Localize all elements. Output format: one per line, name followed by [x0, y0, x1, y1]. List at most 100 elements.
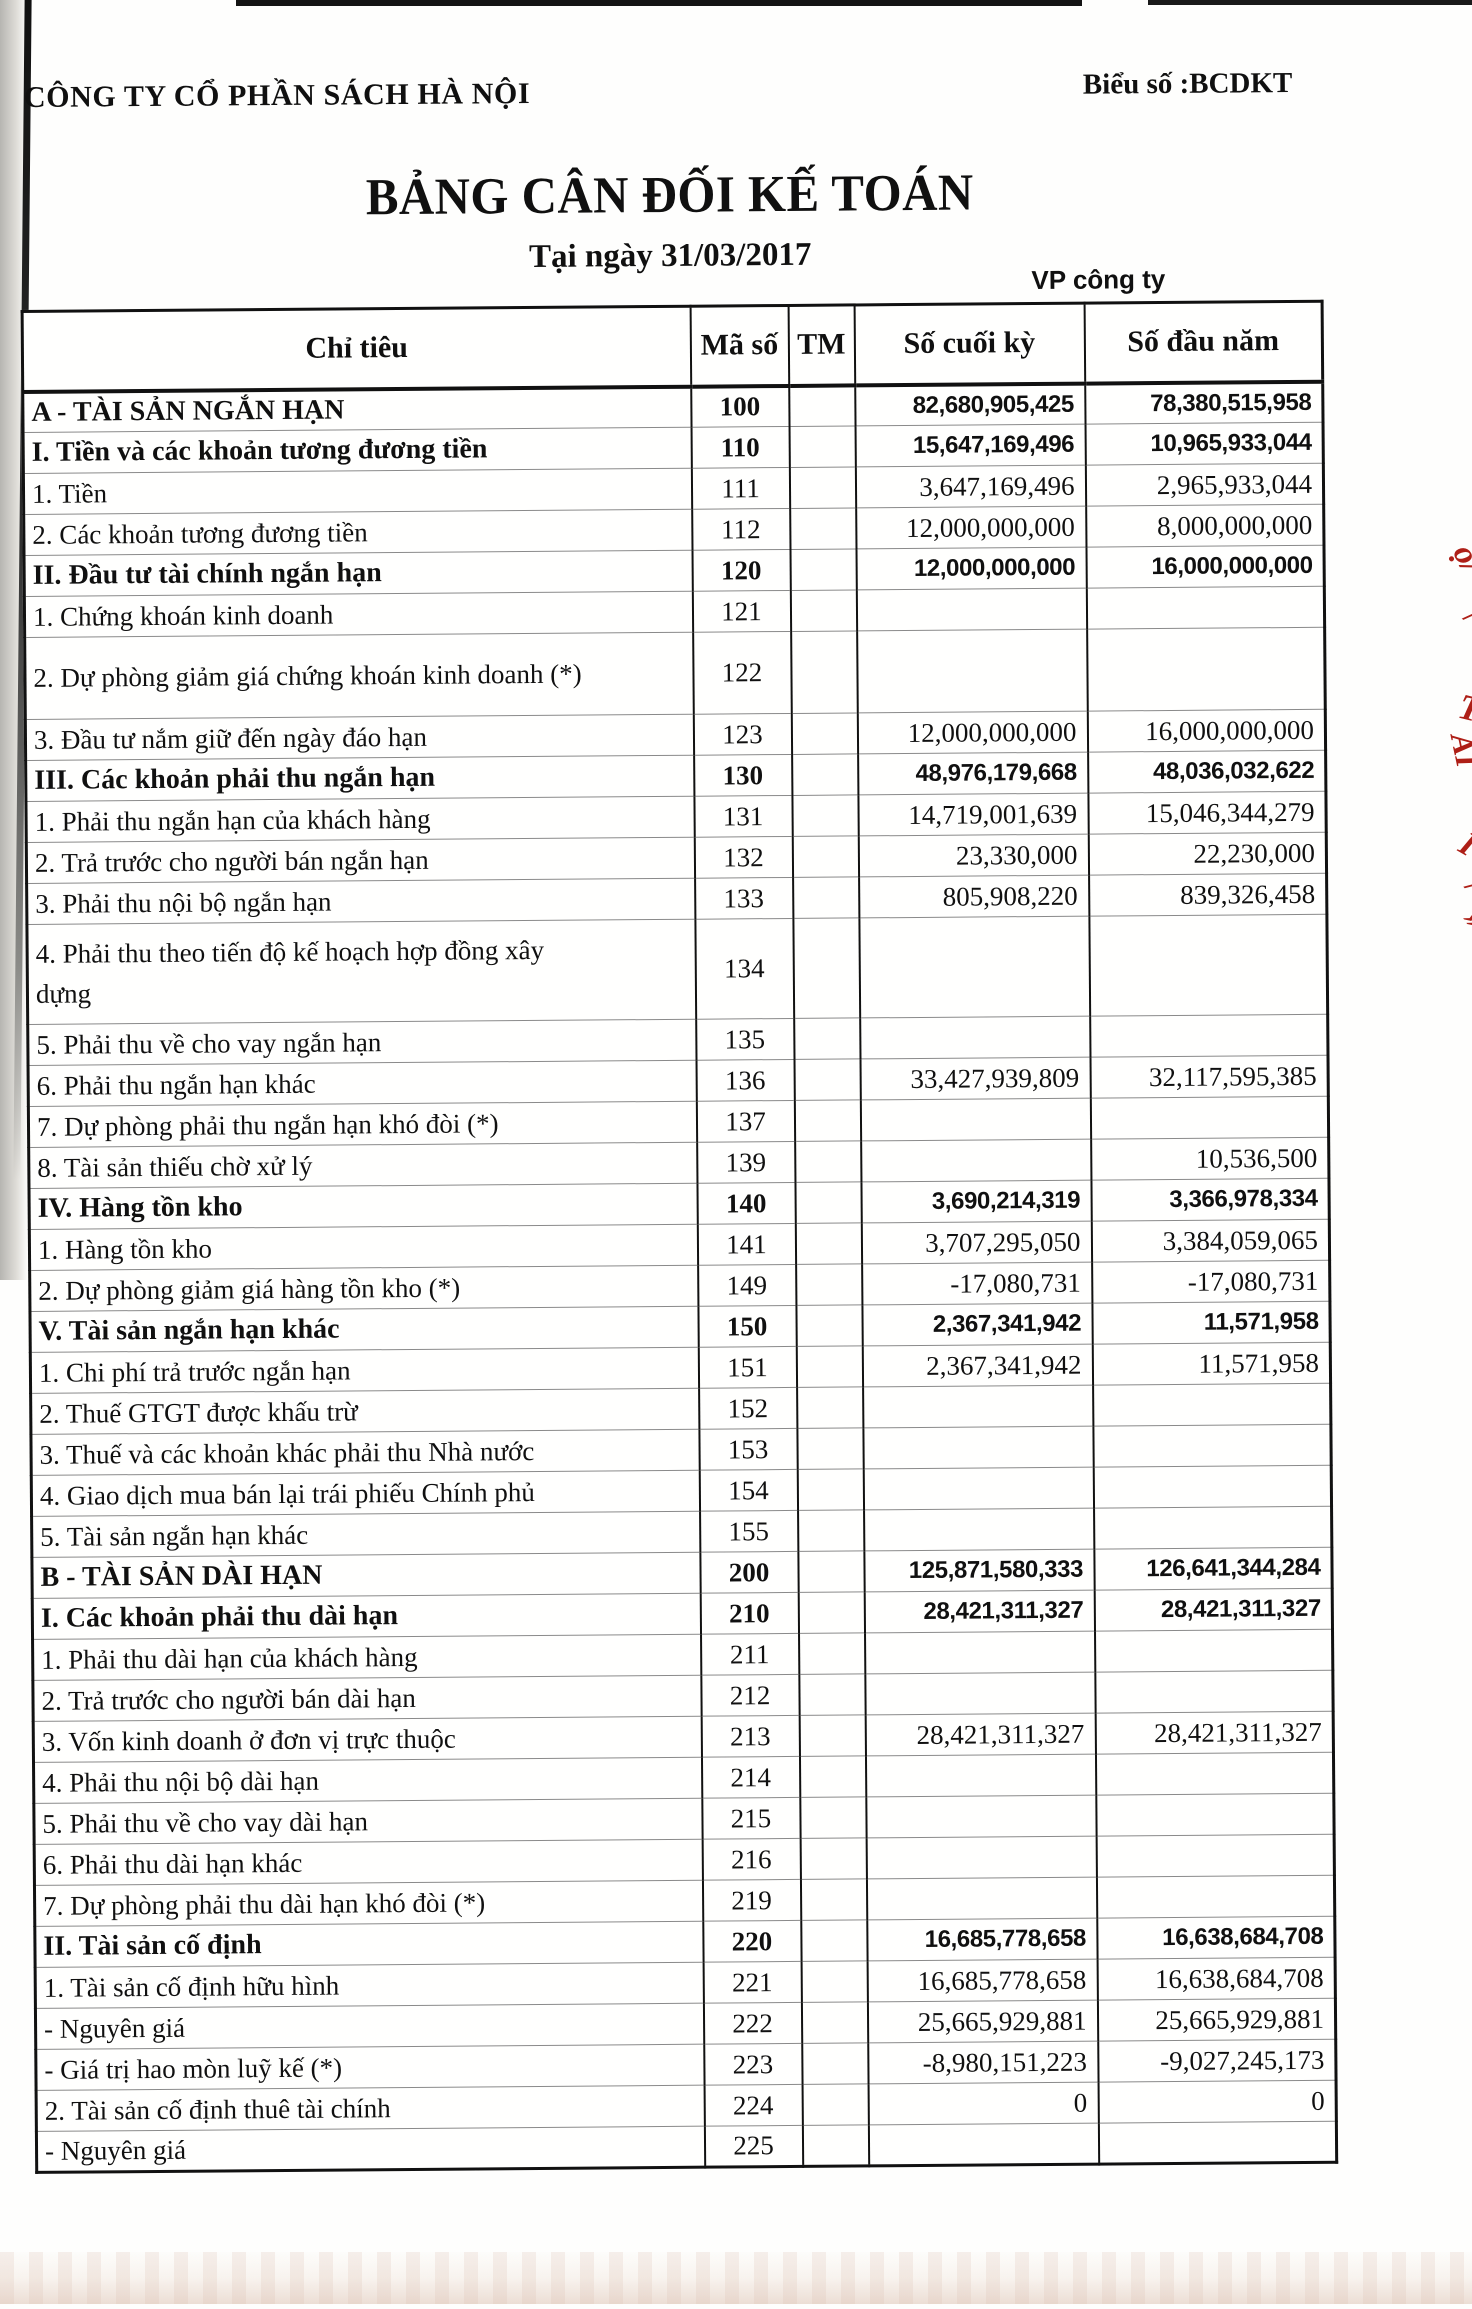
entity-label: VP công ty: [1031, 264, 1166, 296]
row-ending-value: [863, 1467, 1094, 1510]
row-beginning-value: 8,000,000,000: [1085, 504, 1324, 548]
row-tm-value: [801, 1960, 868, 2003]
row-beginning-value: 25,665,929,881: [1097, 1998, 1336, 2042]
row-label: 1. Tiền: [23, 468, 692, 515]
row-tm-value: [795, 1263, 862, 1306]
row-label: 5. Phải thu về cho vay dài hạn: [33, 1798, 703, 1845]
row-beginning-value: [1092, 1383, 1331, 1427]
row-tm-value: [792, 917, 860, 1019]
row-tm-value: [796, 1427, 864, 1470]
row-ending-value: 3,690,214,319: [860, 1180, 1092, 1223]
row-tm-value: [789, 466, 856, 509]
row-ending-value: -17,080,731: [861, 1262, 1092, 1305]
row-label: 5. Phải thu về cho vay ngắn hạn: [27, 1019, 697, 1066]
row-tm-value: [794, 1099, 861, 1142]
row-code: 132: [694, 836, 793, 879]
row-code: 211: [700, 1633, 799, 1676]
row-code: 133: [694, 877, 793, 920]
row-beginning-value: 2,965,933,044: [1085, 463, 1324, 507]
row-tm-value: [802, 2083, 869, 2126]
row-tm-value: [798, 1591, 865, 1634]
row-ending-value: 33,427,939,809: [860, 1057, 1091, 1100]
column-header-code: Mã số: [690, 305, 789, 387]
scan-edge-top-right: [1148, 0, 1472, 5]
row-ending-value: 16,685,778,658: [867, 1959, 1098, 2002]
row-beginning-value: 16,000,000,000: [1087, 709, 1326, 753]
row-ending-value: -8,980,151,223: [867, 2041, 1099, 2084]
balance-sheet-table: Chỉ tiêu Mã số TM Số cuối kỳ Số đầu năm …: [20, 299, 1339, 2174]
form-number: Biểu số :BCDKT: [1082, 66, 1293, 101]
row-beginning-value: [1095, 1752, 1334, 1796]
row-tm-value: [790, 589, 857, 632]
row-label: - Nguyên giá: [35, 2003, 704, 2050]
row-tm-value: [794, 1140, 861, 1183]
row-tm-value: [801, 2042, 869, 2085]
row-ending-value: [865, 1754, 1096, 1797]
row-beginning-value: 16,000,000,000: [1085, 545, 1325, 589]
row-beginning-value: 126,641,344,284: [1093, 1547, 1333, 1591]
row-ending-value: 28,421,311,327: [865, 1713, 1096, 1756]
row-tm-value: [793, 1017, 861, 1060]
row-ending-value: 23,330,000: [858, 834, 1089, 877]
row-label: B - TÀI SẢN DÀI HẠN: [31, 1552, 701, 1599]
row-beginning-value: [1096, 1834, 1335, 1878]
row-code: 123: [693, 713, 792, 756]
row-label: 4. Phải thu nội bộ dài hạn: [33, 1757, 702, 1804]
row-beginning-value: [1092, 1424, 1332, 1468]
row-ending-value: 125,871,580,333: [863, 1549, 1095, 1592]
row-beginning-value: [1098, 2121, 1336, 2164]
row-code: 135: [695, 1018, 795, 1061]
row-tm-value: [794, 1181, 862, 1224]
table-header: Chỉ tiêu Mã số TM Số cuối kỳ Số đầu năm: [22, 301, 1323, 392]
row-ending-value: 12,000,000,000: [855, 506, 1086, 549]
row-tm-value: [799, 1755, 866, 1798]
row-code: 200: [699, 1551, 799, 1594]
row-label: 6. Phải thu dài hạn khác: [34, 1839, 703, 1886]
row-label: III. Các khoản phải thu ngắn hạn: [25, 755, 694, 802]
row-code: 223: [703, 2043, 803, 2086]
column-header-beginning: Số đầu năm: [1084, 301, 1323, 384]
row-ending-value: 12,000,000,000: [857, 711, 1088, 754]
document-title: BẢNG CÂN ĐỐI KẾ TOÁN: [365, 164, 974, 227]
row-code: 134: [694, 918, 794, 1020]
row-ending-value: 28,421,311,327: [864, 1590, 1095, 1633]
row-label: 6. Phải thu ngắn hạn khác: [28, 1060, 697, 1107]
row-code: 154: [699, 1469, 798, 1512]
row-beginning-value: [1096, 1875, 1335, 1919]
row-ending-value: [860, 1098, 1091, 1141]
row-ending-value: [868, 2123, 1099, 2166]
row-tm-value: [791, 712, 858, 755]
scan-edge-bottom: [0, 2252, 1472, 2304]
row-beginning-value: 839,326,458: [1088, 873, 1327, 917]
row-label: 3. Phải thu nội bộ ngắn hạn: [26, 878, 695, 925]
row-label: II. Đầu tư tài chính ngắn hạn: [24, 550, 693, 597]
row-label: I. Các khoản phải thu dài hạn: [32, 1593, 701, 1640]
row-label: V. Tài sản ngắn hạn khác: [29, 1306, 699, 1353]
row-code: 120: [692, 549, 791, 592]
column-header-ending: Số cuối kỳ: [854, 303, 1085, 385]
row-label: - Giá trị hao mòn luỹ kế (*): [35, 2044, 705, 2091]
row-tm-value: [791, 794, 859, 837]
row-label: 2. Thuế GTGT được khấu trừ: [30, 1388, 699, 1435]
row-code: 112: [691, 508, 791, 551]
row-code: 136: [696, 1059, 795, 1102]
row-tm-value: [800, 1878, 867, 1921]
row-tm-value: [797, 1550, 865, 1593]
row-label: 4. Phải thu theo tiến độ kế hoạch hợp đồ…: [26, 919, 696, 1025]
row-beginning-value: [1094, 1670, 1334, 1714]
row-code: 216: [702, 1838, 801, 1881]
row-label: 1. Chứng khoán kinh doanh: [24, 591, 693, 638]
row-label: 5. Tài sản ngắn hạn khác: [31, 1511, 700, 1558]
table-row: - Nguyên giá 225: [36, 2121, 1336, 2173]
row-label: 3. Vốn kinh doanh ở đơn vị trực thuộc: [33, 1716, 702, 1763]
row-tm-value: [792, 835, 859, 878]
row-label: 2. Các khoản tương đương tiền: [23, 509, 693, 556]
row-beginning-value: 0: [1098, 2080, 1337, 2124]
row-ending-value: [856, 629, 1088, 713]
row-ending-value: 2,367,341,942: [862, 1344, 1093, 1387]
row-ending-value: 82,680,905,425: [854, 383, 1086, 426]
row-tm-value: [795, 1304, 863, 1347]
row-tm-value: [790, 548, 857, 591]
